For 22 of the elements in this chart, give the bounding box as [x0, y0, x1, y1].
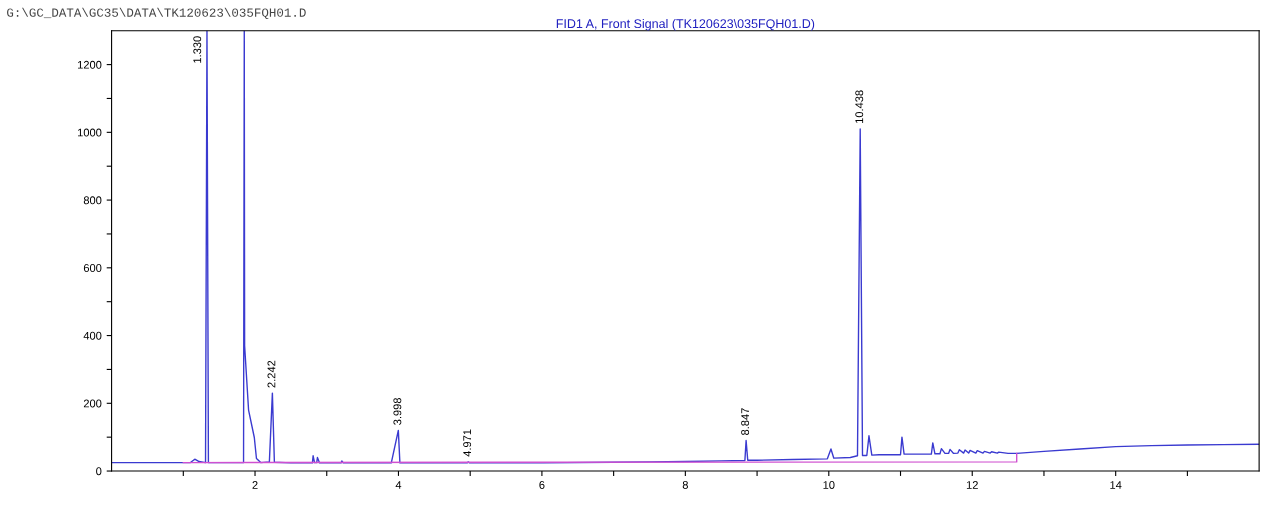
y-tick-label: 400	[83, 331, 102, 340]
annotation: 4.971	[463, 429, 472, 457]
x-tick-label: 6	[539, 481, 545, 489]
x-tick-label: 12	[966, 481, 978, 489]
y-tick-label: 600	[83, 264, 102, 272]
x-tick-label: 10	[823, 481, 835, 489]
annotation: 8.847	[741, 408, 750, 435]
annotation: 3.998	[393, 397, 402, 425]
text: G:\GC_DATA\GC35\DATA\TK120623\035FQH01.D	[7, 7, 306, 20]
annotation: 1.330	[193, 36, 202, 63]
x-tick-label: 8	[682, 481, 688, 489]
y-tick-label: 800	[83, 196, 102, 205]
chart-title: FID1 A, Front Signal (TK120623\035FQH01.D)	[556, 18, 815, 31]
annotation: 2.242	[267, 360, 276, 388]
y-tick-label: 0	[96, 467, 102, 476]
y-tick-label: 200	[83, 399, 102, 408]
y-tick-label: 1000	[77, 128, 102, 137]
x-tick-label: 14	[1110, 481, 1122, 489]
x-tick-label: 2	[252, 481, 258, 489]
x-tick-label: 4	[395, 481, 402, 489]
y-tick-label: 1200	[77, 60, 102, 69]
annotation: 10.438	[855, 90, 864, 124]
